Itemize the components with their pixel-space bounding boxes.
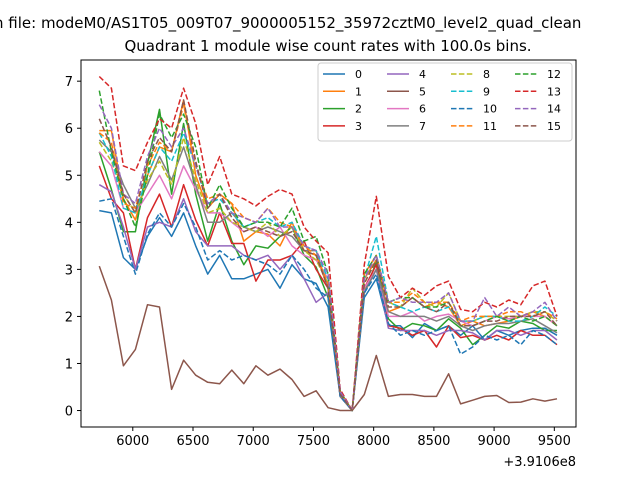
y-tick-label: 7 [65, 75, 73, 90]
y-tick-label: 2 [65, 310, 73, 325]
figure-suptitle: n file: modeM0/AS1T05_009T07_9000005152_… [0, 14, 581, 33]
x-tick-label: 9000 [478, 434, 511, 449]
legend-label-2: 2 [355, 103, 362, 116]
x-tick-label: 7500 [297, 434, 330, 449]
legend-label-4: 4 [419, 68, 426, 81]
chart-title: Quadrant 1 module wise count rates with … [124, 37, 531, 55]
y-tick-label: 6 [65, 122, 73, 137]
series-layer [98, 75, 558, 412]
legend-label-8: 8 [483, 68, 490, 81]
legend-label-0: 0 [355, 68, 362, 81]
y-tick-label: 0 [65, 405, 73, 420]
x-tick-label: 6000 [116, 434, 149, 449]
plot-frame [80, 59, 577, 428]
legend-label-6: 6 [419, 103, 426, 116]
legend-label-1: 1 [355, 85, 362, 98]
series-line-15 [98, 99, 558, 412]
x-tick-label: 8000 [357, 434, 390, 449]
series-line-10 [99, 198, 558, 412]
x-tick-label: 9500 [538, 434, 571, 449]
legend-label-10: 10 [483, 103, 497, 116]
legend-label-13: 13 [547, 85, 561, 98]
x-tick-label: 7000 [237, 434, 270, 449]
y-tick-label: 4 [65, 216, 73, 231]
series-line-0 [99, 209, 558, 412]
legend-label-11: 11 [483, 120, 497, 133]
series-line-13 [98, 75, 558, 412]
x-tick-label: 8500 [417, 434, 450, 449]
x-tick-label: 6500 [176, 434, 209, 449]
y-tick-label: 3 [65, 263, 73, 278]
legend-label-14: 14 [547, 103, 561, 116]
legend-label-5: 5 [419, 85, 426, 98]
y-tick-label: 1 [65, 357, 73, 372]
x-offset-label: +3.9106e8 [503, 455, 576, 470]
legend-frame [317, 62, 573, 142]
y-tick-label: 5 [65, 169, 73, 184]
series-line-14 [98, 104, 558, 412]
series-line-5 [98, 265, 558, 412]
legend-label-15: 15 [547, 120, 561, 133]
legend-label-9: 9 [483, 85, 490, 98]
legend-label-3: 3 [355, 120, 362, 133]
legend-label-7: 7 [419, 120, 426, 133]
legend-label-12: 12 [547, 68, 561, 81]
